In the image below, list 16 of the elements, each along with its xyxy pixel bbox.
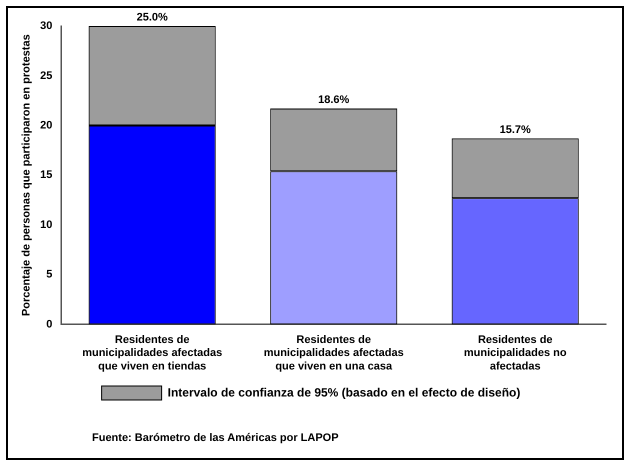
annotation: 25.0% — [136, 12, 168, 24]
y-tick-label: 10 — [40, 218, 52, 231]
y-tick-label: 25 — [40, 70, 52, 82]
source-note: Fuente: Barómetro de las Américas por LAPOP — [92, 432, 339, 444]
annotation: 15.7% — [500, 124, 532, 136]
y-axis-title: Porcentaje de personas que participaron en protestas — [20, 34, 33, 316]
y-tick-label: 15 — [40, 169, 52, 182]
annotation: 18.6% — [318, 94, 350, 106]
y-tick-label: 30 — [40, 20, 52, 32]
x-tick-label: Residentes de municipalidades afectadas que viven en una casa — [264, 334, 404, 372]
y-tick-label: 5 — [46, 268, 52, 281]
x-tick-label: Residentes de municipalidades no afectadas — [464, 334, 567, 372]
legend-label: Intervalo de confianza de 95% (basado en el efecto de diseño) — [168, 385, 520, 400]
y-tick-label: 0 — [46, 318, 52, 330]
x-tick-label: Residentes de municipalidades afectadas que viven en tiendas — [82, 334, 222, 372]
y-tick-label: 20 — [40, 120, 52, 132]
